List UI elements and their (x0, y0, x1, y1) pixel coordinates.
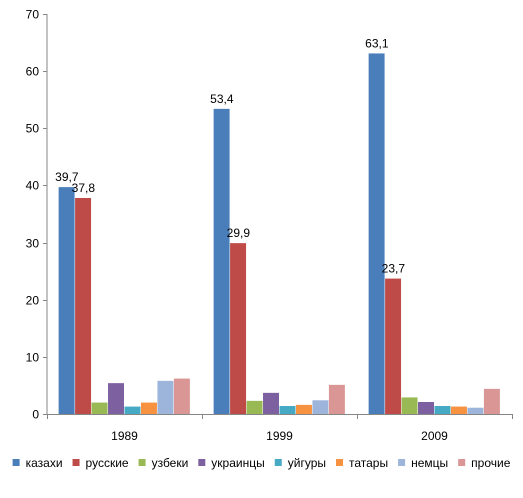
legend-swatch (458, 459, 466, 466)
bar-русские (75, 198, 92, 414)
bar-уйгуры (279, 406, 296, 414)
bar-татары (450, 406, 467, 414)
legend-swatch (198, 459, 206, 466)
data-label: 53,4 (210, 92, 234, 106)
legend-swatch (336, 459, 343, 466)
y-tick-label: 50 (26, 122, 40, 136)
legend-swatch (138, 459, 146, 466)
y-tick-label: 0 (32, 408, 39, 422)
y-tick-label: 10 (26, 351, 40, 365)
bar-татары (140, 402, 157, 414)
bar-казахи (368, 53, 385, 415)
data-label: 29,9 (227, 226, 251, 240)
bar-русские (230, 243, 247, 414)
legend-swatch (12, 459, 20, 466)
legend-label: украинцы (211, 456, 264, 470)
bar-украинцы (108, 383, 124, 414)
bar-русские (385, 278, 402, 414)
bar-узбеки (91, 402, 108, 414)
bar-узбеки (401, 397, 418, 414)
bar-немцы (467, 407, 484, 414)
bar-уйгуры (434, 406, 451, 414)
bar-прочие (173, 378, 190, 414)
bar-казахи (58, 187, 75, 414)
legend: казахи русские узбеки украинцы уйгуры татары н… (12, 456, 511, 470)
data-labels: 39,7 53,4 63,1 37,8 29,9 23,7 (55, 36, 405, 275)
y-tick-label: 30 (26, 237, 40, 251)
y-tick-label: 20 (26, 294, 40, 308)
bar-татары (295, 404, 312, 414)
bar-немцы (312, 400, 329, 414)
data-label: 37,8 (72, 181, 96, 195)
y-tick-label: 60 (26, 65, 40, 79)
legend-swatch (72, 459, 80, 466)
y-tick-label: 70 (26, 8, 40, 22)
bar-украинцы (418, 402, 434, 414)
legend-label: казахи (26, 456, 63, 470)
y-tick-label: 40 (26, 179, 40, 193)
data-label: 23,7 (382, 262, 406, 276)
bar-прочие (328, 384, 345, 414)
x-category-label: 2009 (421, 429, 448, 443)
bar-уйгуры (124, 406, 141, 414)
axes: 0 10 20 30 40 50 60 70 1989 1999 2009 (26, 8, 513, 443)
data-label: 63,1 (365, 36, 389, 50)
legend-swatch (274, 459, 282, 466)
bar-немцы (157, 380, 174, 414)
x-category-label: 1989 (111, 429, 138, 443)
legend-swatch (398, 459, 406, 466)
bars (58, 53, 500, 415)
bar-узбеки (246, 400, 263, 414)
bar-казахи (213, 108, 230, 415)
legend-label: уйгуры (288, 456, 326, 470)
bar-украинцы (263, 392, 279, 414)
legend-label: татары (349, 456, 388, 470)
bar-прочие (483, 388, 500, 414)
data-label: 39,7 (55, 170, 79, 184)
legend-label: немцы (411, 456, 448, 470)
legend-label: русские (86, 456, 129, 470)
legend-label: узбеки (152, 456, 189, 470)
x-category-label: 1999 (266, 429, 293, 443)
legend-label: прочие (471, 456, 511, 470)
